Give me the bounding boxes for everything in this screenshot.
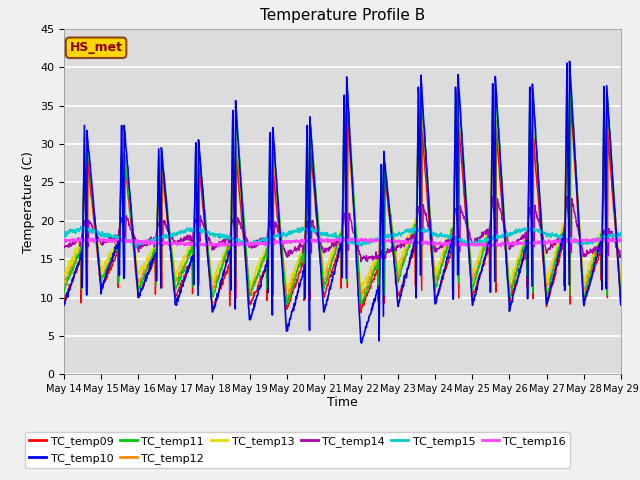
TC_temp13 (103, 260, 111, 265)
TC_temp16 (126, 239, 134, 244)
TC_temp16 (617, 239, 625, 244)
TC_temp09 (318, 272, 326, 278)
TC_temp14 (308, 218, 316, 224)
TC_temp15 (319, 230, 326, 236)
TC_temp16 (318, 237, 326, 243)
TC_temp15 (126, 239, 134, 245)
TC_temp13 (60, 270, 68, 276)
TC_temp13 (617, 282, 625, 288)
TC_temp16 (103, 238, 111, 243)
TC_temp16 (227, 244, 235, 250)
TC_temp13 (284, 286, 291, 292)
Text: HS_met: HS_met (70, 41, 123, 54)
TC_temp13 (126, 204, 134, 210)
TC_temp16 (60, 236, 68, 242)
Line: TC_temp11: TC_temp11 (64, 70, 621, 305)
TC_temp10 (318, 281, 326, 287)
TC_temp09 (126, 208, 134, 214)
Line: TC_temp13: TC_temp13 (64, 93, 621, 289)
TC_temp10 (617, 302, 625, 308)
TC_temp10 (60, 302, 68, 308)
TC_temp14 (318, 246, 326, 252)
TC_temp12 (126, 208, 134, 214)
TC_temp15 (617, 230, 625, 236)
TC_temp12 (566, 88, 574, 94)
TC_temp13 (308, 156, 316, 162)
TC_temp14 (357, 259, 365, 265)
TC_temp14 (378, 251, 385, 256)
TC_temp11 (60, 287, 68, 292)
TC_temp13 (378, 180, 385, 185)
Y-axis label: Temperature (C): Temperature (C) (22, 151, 35, 252)
TC_temp09 (308, 162, 316, 168)
TC_temp16 (297, 239, 305, 245)
TC_temp12 (308, 156, 316, 162)
TC_temp11 (318, 265, 326, 271)
TC_temp11 (617, 295, 625, 301)
TC_temp15 (308, 225, 316, 231)
TC_temp11 (284, 302, 291, 308)
TC_temp11 (378, 163, 385, 168)
TC_temp13 (297, 252, 305, 257)
TC_temp14 (296, 243, 304, 249)
TC_temp09 (617, 299, 625, 305)
TC_temp12 (378, 180, 385, 185)
TC_temp16 (308, 237, 316, 242)
TC_temp11 (297, 259, 305, 265)
TC_temp12 (296, 259, 304, 265)
TC_temp10 (358, 340, 365, 346)
TC_temp12 (374, 296, 382, 301)
Line: TC_temp14: TC_temp14 (64, 196, 621, 262)
TC_temp11 (103, 266, 111, 272)
TC_temp16 (348, 236, 356, 241)
TC_temp15 (132, 244, 140, 250)
TC_temp15 (297, 227, 305, 232)
TC_temp09 (563, 97, 571, 103)
Line: TC_temp10: TC_temp10 (64, 61, 621, 343)
TC_temp09 (60, 299, 68, 305)
Line: TC_temp16: TC_temp16 (64, 239, 621, 247)
TC_temp14 (103, 239, 111, 245)
Title: Temperature Profile B: Temperature Profile B (260, 9, 425, 24)
TC_temp16 (378, 238, 385, 244)
TC_temp15 (77, 224, 85, 229)
TC_temp10 (126, 189, 134, 194)
TC_temp10 (296, 280, 304, 286)
TC_temp14 (126, 224, 134, 229)
X-axis label: Time: Time (327, 396, 358, 408)
TC_temp09 (357, 310, 365, 315)
Line: TC_temp09: TC_temp09 (64, 100, 621, 312)
TC_temp12 (60, 278, 68, 284)
TC_temp15 (60, 233, 68, 239)
TC_temp13 (318, 252, 326, 258)
TC_temp10 (308, 139, 316, 144)
TC_temp15 (104, 233, 111, 239)
TC_temp09 (378, 177, 385, 182)
TC_temp12 (318, 256, 326, 262)
Line: TC_temp15: TC_temp15 (64, 227, 621, 247)
TC_temp10 (566, 59, 573, 64)
TC_temp14 (617, 255, 625, 261)
TC_temp13 (563, 90, 571, 96)
TC_temp11 (563, 67, 571, 73)
TC_temp12 (103, 266, 111, 272)
TC_temp09 (296, 269, 304, 275)
TC_temp15 (378, 236, 385, 242)
TC_temp11 (126, 202, 134, 208)
TC_temp12 (617, 287, 625, 293)
TC_temp10 (103, 269, 111, 275)
TC_temp10 (378, 162, 385, 168)
TC_temp09 (103, 273, 111, 279)
Line: TC_temp12: TC_temp12 (64, 91, 621, 299)
TC_temp11 (308, 144, 316, 150)
TC_temp14 (60, 242, 68, 248)
TC_temp14 (563, 193, 571, 199)
Legend: TC_temp09, TC_temp10, TC_temp11, TC_temp12, TC_temp13, TC_temp14, TC_temp15, TC_: TC_temp09, TC_temp10, TC_temp11, TC_temp… (25, 432, 570, 468)
